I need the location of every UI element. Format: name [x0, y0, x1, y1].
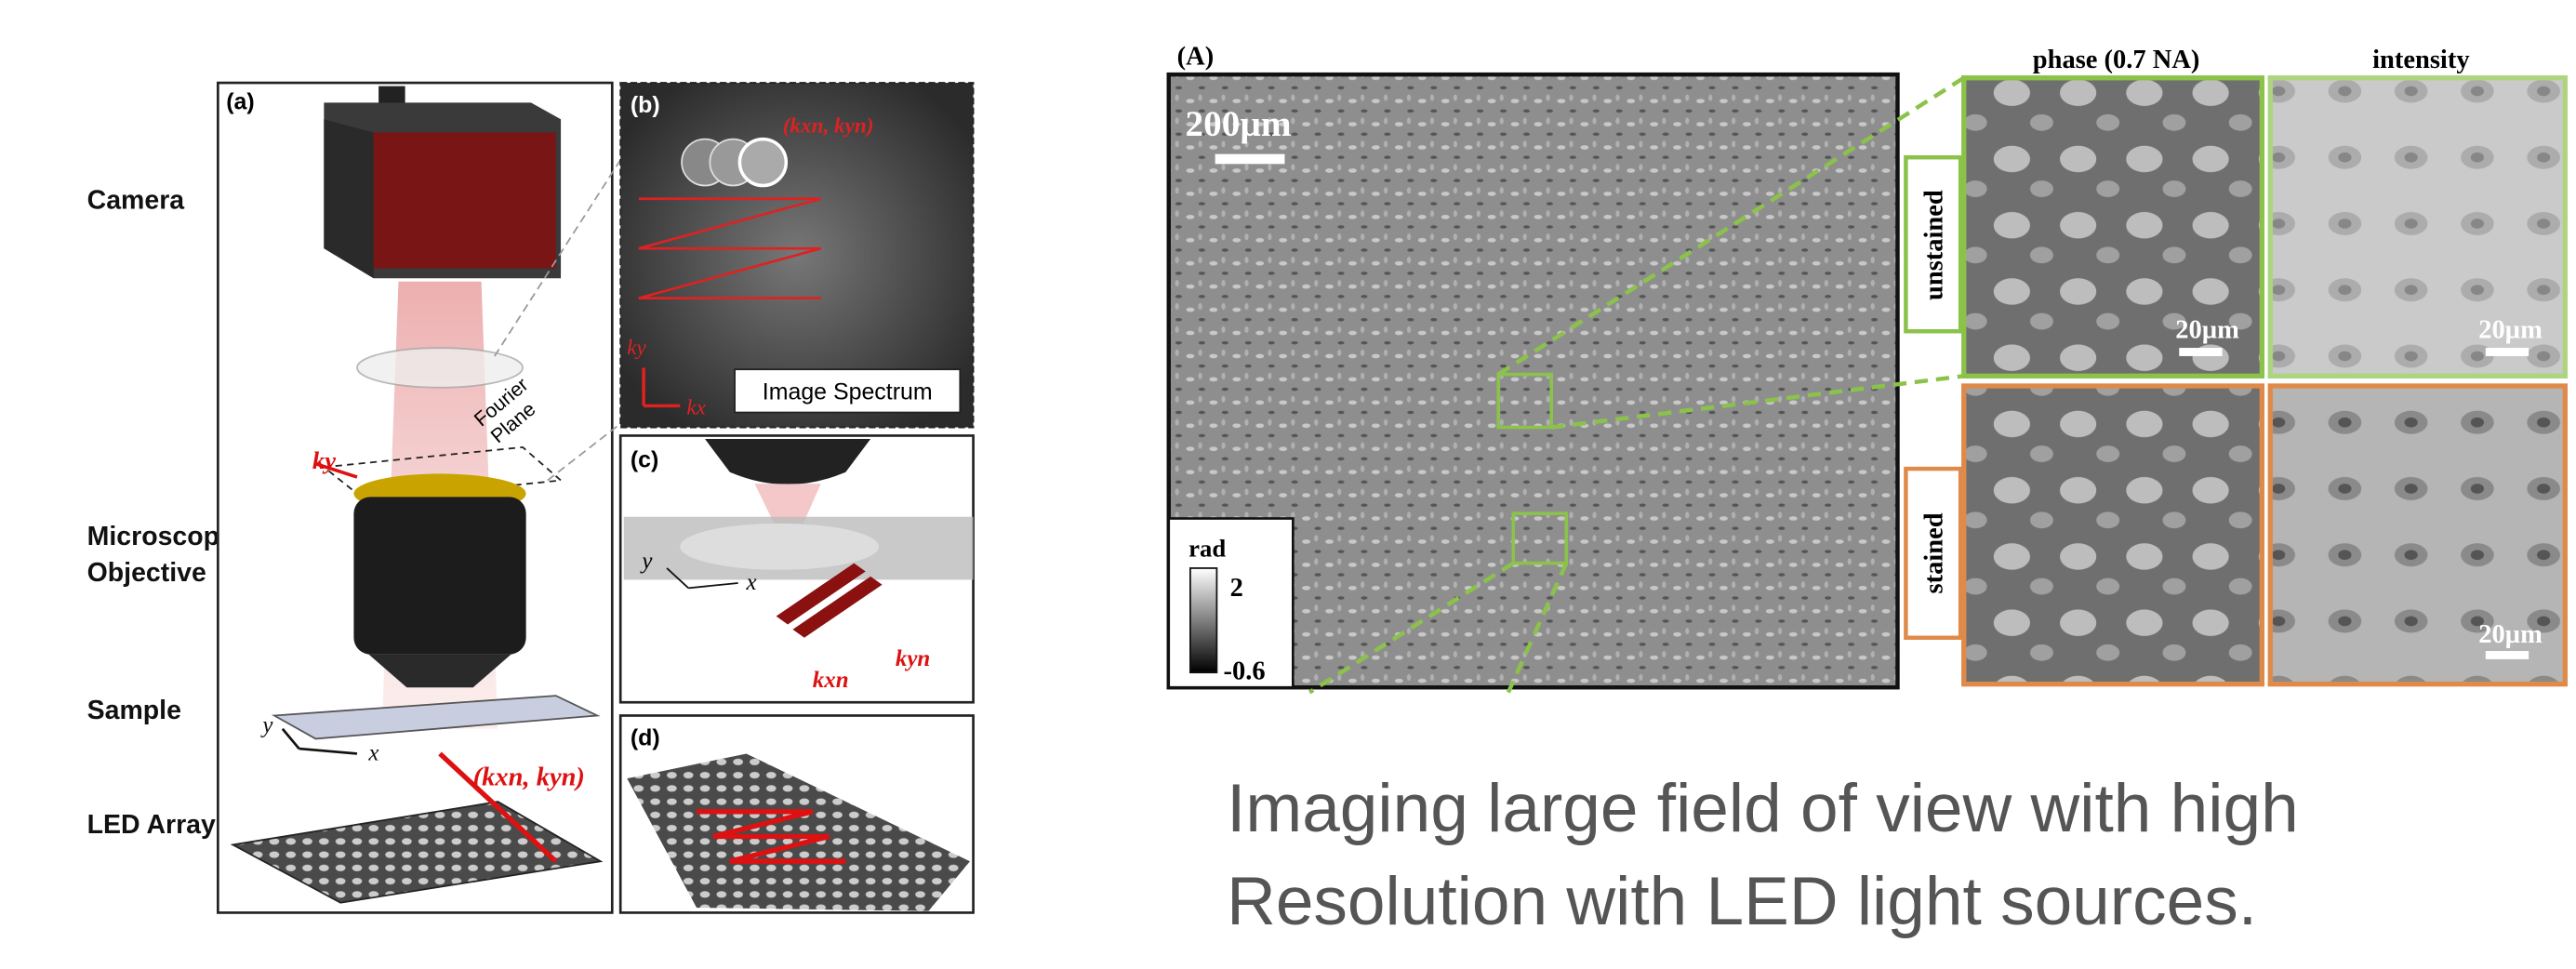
panel-label: (a) — [226, 89, 254, 115]
axis-label: x — [746, 570, 757, 595]
scale-label: 20µm — [2175, 315, 2239, 344]
axis — [688, 582, 738, 590]
tile — [1961, 75, 2265, 379]
caption: Resolution with LED light sources. — [1227, 864, 2257, 939]
row-label: unstained — [1920, 190, 1949, 300]
row-box — [1904, 154, 1963, 334]
objective — [353, 497, 526, 655]
scale-bar — [2485, 348, 2530, 356]
label: Camera — [87, 185, 186, 215]
camera-front — [373, 132, 556, 269]
led-array — [230, 801, 604, 904]
panel-label: (d) — [631, 725, 660, 751]
scale-label: 20µm — [2478, 315, 2543, 344]
grating — [776, 563, 866, 625]
zoom-line — [1550, 374, 1965, 430]
pupil — [737, 137, 789, 188]
scale-label: 200µm — [1186, 104, 1292, 144]
scale-bar — [2179, 348, 2223, 356]
label: LED Array — [87, 810, 216, 840]
label: Microscope — [87, 522, 234, 551]
scale-bar — [1215, 153, 1285, 165]
arrow — [438, 751, 558, 864]
column-header: intensity — [2372, 46, 2469, 74]
axis — [281, 727, 300, 750]
lens — [356, 347, 524, 389]
scale-bar — [2485, 651, 2530, 659]
grating — [792, 576, 883, 638]
scan-path — [638, 197, 822, 299]
row-box — [1904, 466, 1963, 640]
camera-side — [324, 119, 374, 279]
axis-label: x — [367, 741, 378, 766]
arrow — [314, 462, 358, 479]
guide — [547, 421, 623, 482]
zoom-line — [1497, 75, 1965, 377]
panel-label: (b) — [631, 92, 660, 118]
annotation: (kxn, kyn) — [473, 763, 585, 791]
axis-label: kxn — [813, 668, 849, 693]
axis-label: y — [639, 549, 653, 574]
axis — [299, 747, 358, 755]
fourier-plane — [322, 445, 564, 501]
label: Image Spectrum — [763, 378, 933, 405]
zoom-line — [1506, 562, 1569, 694]
roi — [1496, 372, 1553, 430]
camera-mount — [378, 86, 405, 106]
colorbar — [1189, 567, 1218, 674]
axis-label: ky — [627, 336, 646, 360]
spot — [680, 523, 880, 570]
label: Sample — [87, 696, 181, 725]
tile — [2267, 383, 2568, 687]
objective-tip — [368, 654, 511, 688]
caption: Imaging large field of view with high — [1227, 771, 2299, 846]
scan-path — [697, 809, 846, 864]
annotation: (kxn, kyn) — [783, 113, 874, 138]
zoom-line — [1308, 561, 1515, 695]
colorbar-unit: rad — [1188, 534, 1226, 562]
led-array — [627, 753, 971, 911]
sample-slide — [271, 695, 601, 740]
axis-label: ky — [312, 446, 336, 474]
colorbar-label: -0.6 — [1224, 657, 1266, 685]
row-label: stained — [1920, 512, 1949, 593]
axis — [666, 567, 689, 589]
panel-label: (A) — [1177, 42, 1215, 71]
label-box — [734, 368, 962, 414]
tile — [1961, 383, 2265, 687]
axis-label: y — [259, 712, 273, 737]
roi — [1511, 511, 1569, 565]
tile — [2267, 75, 2568, 379]
scale-label: 20µm — [2478, 620, 2543, 649]
column-header: phase (0.7 NA) — [2033, 46, 2200, 74]
axis-label: kx — [686, 395, 706, 419]
panel-label: (c) — [631, 446, 658, 472]
label: Objective — [87, 558, 206, 588]
axis-label: kyn — [896, 646, 930, 671]
colorbar-label: 2 — [1230, 574, 1243, 603]
objective-tip — [705, 439, 871, 484]
